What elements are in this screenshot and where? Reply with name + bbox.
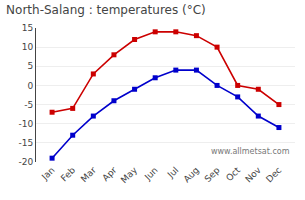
- svg-text:-5: -5: [24, 100, 33, 110]
- svg-text:May: May: [119, 165, 140, 186]
- svg-text:North-Salang : temperatures (°: North-Salang : temperatures (°C): [6, 3, 206, 17]
- svg-text:-15: -15: [18, 138, 33, 148]
- svg-text:Jul: Jul: [165, 165, 180, 180]
- svg-text:Jan: Jan: [39, 165, 57, 183]
- svg-text:Nov: Nov: [243, 165, 263, 185]
- svg-text:Dec: Dec: [264, 165, 283, 184]
- svg-text:Feb: Feb: [59, 165, 78, 184]
- svg-text:www.allmetsat.com: www.allmetsat.com: [211, 147, 290, 156]
- svg-text:Mar: Mar: [79, 165, 98, 184]
- svg-text:-10: -10: [18, 119, 33, 129]
- svg-text:10: 10: [22, 42, 34, 52]
- svg-text:0: 0: [27, 81, 33, 91]
- svg-text:15: 15: [22, 23, 33, 33]
- svg-text:5: 5: [27, 61, 33, 71]
- svg-text:-20: -20: [18, 157, 33, 167]
- svg-text:Jun: Jun: [142, 165, 160, 183]
- svg-text:Aug: Aug: [182, 165, 202, 185]
- svg-text:Apr: Apr: [100, 165, 118, 183]
- svg-text:Oct: Oct: [224, 165, 242, 183]
- svg-text:Sep: Sep: [203, 165, 222, 184]
